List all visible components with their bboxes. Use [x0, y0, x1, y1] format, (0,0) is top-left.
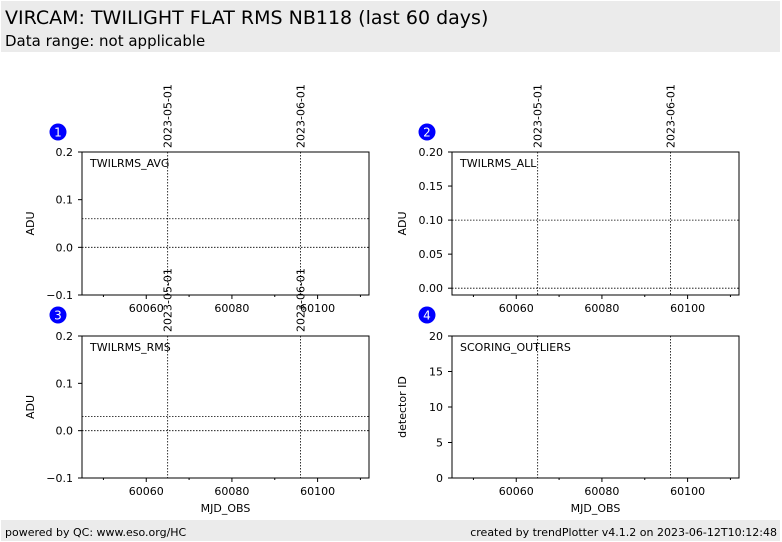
date-label: 2023-06-01: [664, 84, 677, 148]
plot-number-label: 4: [423, 309, 431, 323]
plot-frame: [451, 335, 740, 479]
plot-parameter-label: SCORING_OUTLIERS: [460, 341, 571, 354]
x-tick-label: 60100: [300, 485, 335, 498]
x-tick-label: 60060: [499, 485, 534, 498]
y-axis-label: ADU: [396, 211, 409, 235]
y-axis-label: detector ID: [396, 376, 409, 438]
y-tick-label: 0.00: [419, 282, 444, 295]
x-axis-label: MJD_OBS: [201, 502, 251, 515]
x-tick-label: 60080: [584, 485, 619, 498]
y-tick-label: 0.2: [56, 146, 74, 159]
y-tick-label: 5: [436, 437, 443, 450]
x-tick-label: 60080: [214, 302, 249, 315]
date-label: 2023-05-01: [532, 84, 545, 148]
y-tick-label: 0.15: [419, 180, 444, 193]
plot-frame: [81, 151, 370, 296]
y-tick-label: 0.0: [56, 425, 74, 438]
plot-number-badge: [49, 123, 67, 141]
y-tick-label: 20: [429, 330, 443, 343]
date-label: 2023-05-01: [162, 268, 175, 332]
y-axis-label: ADU: [24, 395, 37, 419]
page-title: VIRCAM: TWILIGHT FLAT RMS NB118 (last 60…: [5, 7, 489, 29]
plot-number-badge: [418, 123, 436, 141]
plot-parameter-label: TWILRMS_ALL: [459, 157, 537, 170]
header-bar: VIRCAM: TWILIGHT FLAT RMS NB118 (last 60…: [1, 1, 780, 52]
y-tick-label: 15: [429, 366, 443, 379]
footer-created: created by trendPlotter v4.1.2 on 2023-0…: [470, 526, 777, 539]
y-tick-label: 0.1: [56, 377, 74, 390]
plot-number-badge: [49, 306, 67, 324]
footer-bar: powered by QC: www.eso.org/HC created by…: [1, 520, 780, 541]
y-axis-label: ADU: [24, 211, 37, 235]
x-tick-label: 60060: [499, 302, 534, 315]
plot-number-label: 1: [54, 126, 62, 140]
y-tick-label: 0: [436, 472, 443, 485]
y-tick-label: 10: [429, 401, 443, 414]
x-tick-label: 60100: [670, 302, 705, 315]
y-tick-label: −0.1: [46, 289, 73, 302]
x-tick-label: 60080: [214, 485, 249, 498]
x-tick-label: 60080: [584, 302, 619, 315]
x-tick-label: 60100: [300, 302, 335, 315]
plot-number-badge: [418, 306, 436, 324]
plot-parameter-label: TWILRMS_AVG: [89, 157, 169, 170]
y-tick-label: 0.20: [419, 146, 444, 159]
date-label: 2023-06-01: [294, 84, 307, 148]
x-tick-label: 60100: [670, 485, 705, 498]
y-tick-label: 0.10: [419, 214, 444, 227]
plot-number-label: 3: [54, 309, 62, 323]
y-tick-label: 0.0: [56, 241, 74, 254]
plot-number-label: 2: [423, 126, 431, 140]
y-tick-label: −0.1: [46, 472, 73, 485]
y-tick-label: 0.1: [56, 194, 74, 207]
plot-parameter-label: TWILRMS_RMS: [89, 341, 171, 354]
footer-credit: powered by QC: www.eso.org/HC: [5, 526, 187, 539]
x-tick-label: 60060: [129, 302, 164, 315]
y-tick-label: 0.2: [56, 330, 74, 343]
date-label: 2023-05-01: [162, 84, 175, 148]
date-label: 2023-06-01: [294, 268, 307, 332]
x-axis-label: MJD_OBS: [571, 502, 621, 515]
page-subtitle: Data range: not applicable: [5, 32, 206, 50]
y-tick-label: 0.05: [419, 248, 444, 261]
plot-frame: [81, 335, 370, 479]
plot-frame: [451, 151, 740, 296]
x-tick-label: 60060: [129, 485, 164, 498]
